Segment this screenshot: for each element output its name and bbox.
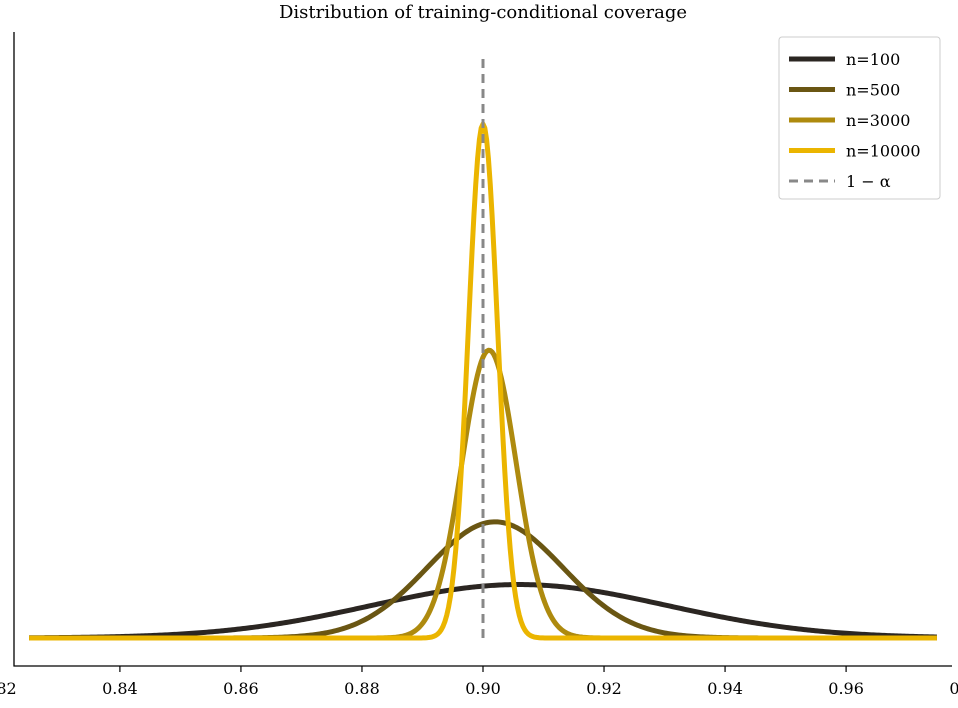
x-tick-label: 0.86 — [223, 679, 259, 698]
x-tick-label: 0.96 — [828, 679, 864, 698]
x-tick-label: 0.98 — [949, 679, 958, 698]
legend-label: n=10000 — [846, 142, 921, 161]
chart-title: Distribution of training-conditional cov… — [279, 2, 687, 23]
legend-label: 1 − α — [846, 172, 891, 191]
legend-label: n=3000 — [846, 111, 910, 130]
x-tick-label: 0.88 — [344, 679, 380, 698]
legend-label: n=500 — [846, 81, 900, 100]
plot-area — [28, 57, 938, 641]
legend: n=100 n=500 n=3000 n=10000 1 − α — [778, 36, 941, 200]
x-tick-label: 0.90 — [465, 679, 501, 698]
axes: 0.82 0.84 0.86 0.88 0.90 0.92 0.94 0.96 0.98 — [0, 32, 958, 698]
legend-label: n=100 — [846, 50, 900, 69]
x-tick-label: 0.84 — [102, 679, 138, 698]
x-tick-label: 0.82 — [0, 679, 17, 698]
x-tick-label: 0.94 — [707, 679, 743, 698]
x-tick-label: 0.92 — [586, 679, 622, 698]
legend-box — [778, 36, 941, 200]
